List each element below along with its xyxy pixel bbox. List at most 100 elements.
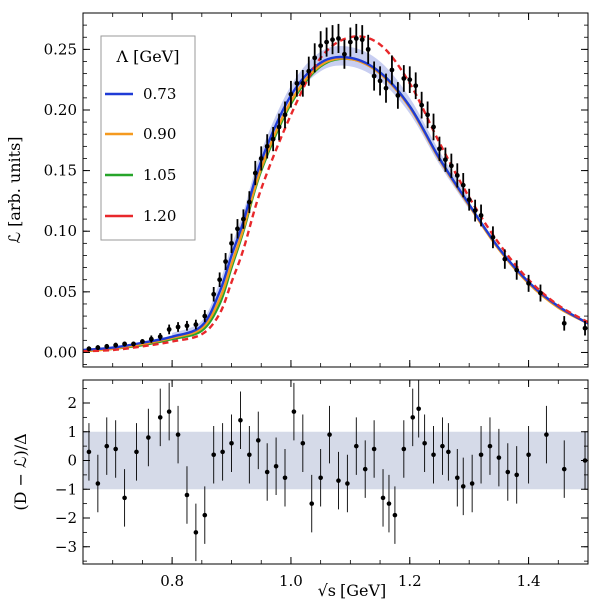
data-point xyxy=(377,66,383,96)
upper-x-ticks xyxy=(82,13,559,367)
data-point xyxy=(184,320,190,331)
residual-point xyxy=(544,405,549,464)
data-point xyxy=(460,173,466,198)
data-point xyxy=(113,342,119,348)
legend-label-1.20: 1.20 xyxy=(143,207,176,225)
residual-points xyxy=(86,380,588,562)
data-point xyxy=(95,345,101,351)
data-point xyxy=(425,101,430,129)
residual-point xyxy=(193,503,199,562)
residual-point xyxy=(422,414,427,472)
data-point xyxy=(347,27,353,57)
residual-point xyxy=(273,437,279,495)
residual-point xyxy=(220,423,225,481)
upper-panel: 0.000.050.100.150.200.25 ℒ [arb. units] … xyxy=(5,12,589,368)
y-tick-label: 1 xyxy=(67,423,77,441)
residual-point xyxy=(392,486,398,544)
upper-y-axis: 0.00 0.05 0.10 0.15 0.20 0.25 xyxy=(44,24,588,365)
data-point xyxy=(131,341,136,347)
data-point xyxy=(229,233,234,254)
upper-frame xyxy=(82,12,589,368)
y-tick-label: −1 xyxy=(55,480,77,498)
residual-point xyxy=(401,420,407,478)
data-point xyxy=(478,204,484,227)
lower-frame xyxy=(82,379,589,565)
data-point xyxy=(140,339,145,344)
residual-point xyxy=(371,420,377,478)
residual-point xyxy=(416,380,421,438)
data-point xyxy=(306,56,312,86)
data-point xyxy=(336,23,341,54)
x-tick-label: 1.0 xyxy=(279,572,303,590)
residual-point xyxy=(113,420,118,478)
residual-point xyxy=(487,417,493,475)
x-axis: 0.8 1.0 1.2 1.4 xyxy=(82,380,559,590)
residual-point xyxy=(175,405,181,464)
y-tick-label: −3 xyxy=(55,538,77,556)
data-point xyxy=(223,253,228,271)
data-point xyxy=(454,163,460,188)
y-tick-label: 2 xyxy=(67,394,77,412)
data-point xyxy=(443,147,448,172)
legend-box xyxy=(100,35,196,241)
data-point xyxy=(157,333,163,341)
data-point xyxy=(148,335,154,343)
data-point xyxy=(330,25,335,55)
residual-point xyxy=(229,414,234,472)
data-point xyxy=(324,27,329,57)
data-point xyxy=(371,61,377,91)
data-point xyxy=(419,91,425,119)
unit-band xyxy=(83,431,588,490)
residual-point xyxy=(202,486,208,544)
data-point xyxy=(264,134,270,159)
legend-label-0.73: 0.73 xyxy=(143,85,176,103)
x-tick-label: 1.2 xyxy=(398,572,422,590)
data-point xyxy=(312,43,318,73)
residual-point xyxy=(380,469,386,527)
x-label-main: √s xyxy=(318,581,336,600)
residual-point xyxy=(122,469,127,527)
residual-point xyxy=(166,382,172,441)
residual-point xyxy=(410,388,416,447)
residual-point xyxy=(386,474,392,533)
residual-point xyxy=(211,426,217,484)
data-point xyxy=(490,226,496,249)
residual-point xyxy=(157,388,163,447)
data-point xyxy=(211,286,217,302)
data-point xyxy=(407,66,413,94)
x-tick-label: 0.8 xyxy=(160,572,184,590)
residual-point xyxy=(446,423,451,481)
data-point xyxy=(217,272,223,287)
y-tick-label: −2 xyxy=(55,509,77,527)
upper-y-label: ℒ [arb. units] xyxy=(5,136,24,243)
residual-point xyxy=(184,466,190,524)
residual-point xyxy=(353,417,359,475)
residual-point xyxy=(478,426,484,484)
curve-1.20 xyxy=(83,35,588,353)
legend-label-0.90: 0.90 xyxy=(143,125,176,143)
data-point xyxy=(282,101,288,129)
residual-point xyxy=(526,426,531,484)
data-point xyxy=(365,34,371,64)
residual-point xyxy=(146,408,151,467)
residual-point xyxy=(345,454,350,513)
residual-point xyxy=(460,457,466,516)
residual-point xyxy=(440,417,445,475)
x-label-unit: [GeV] xyxy=(340,581,386,600)
curve-0.73 xyxy=(83,55,588,352)
residual-point xyxy=(86,423,92,481)
data-point xyxy=(104,343,110,349)
residual-point xyxy=(318,449,323,507)
residual-point xyxy=(104,417,110,475)
data-point xyxy=(448,153,454,178)
data-point xyxy=(318,31,324,61)
residual-point xyxy=(238,391,243,449)
data-point xyxy=(502,249,508,269)
x-axis-label: √s [GeV] xyxy=(318,581,387,600)
y-tick-label: 0.25 xyxy=(44,40,77,58)
data-point xyxy=(258,146,264,171)
data-point xyxy=(383,73,389,103)
lower-y-axis: −3 −2 −1 0 1 2 xyxy=(55,388,588,562)
lower-y-label: (D − ℒ)/Δ xyxy=(11,433,30,510)
data-point xyxy=(193,319,199,330)
